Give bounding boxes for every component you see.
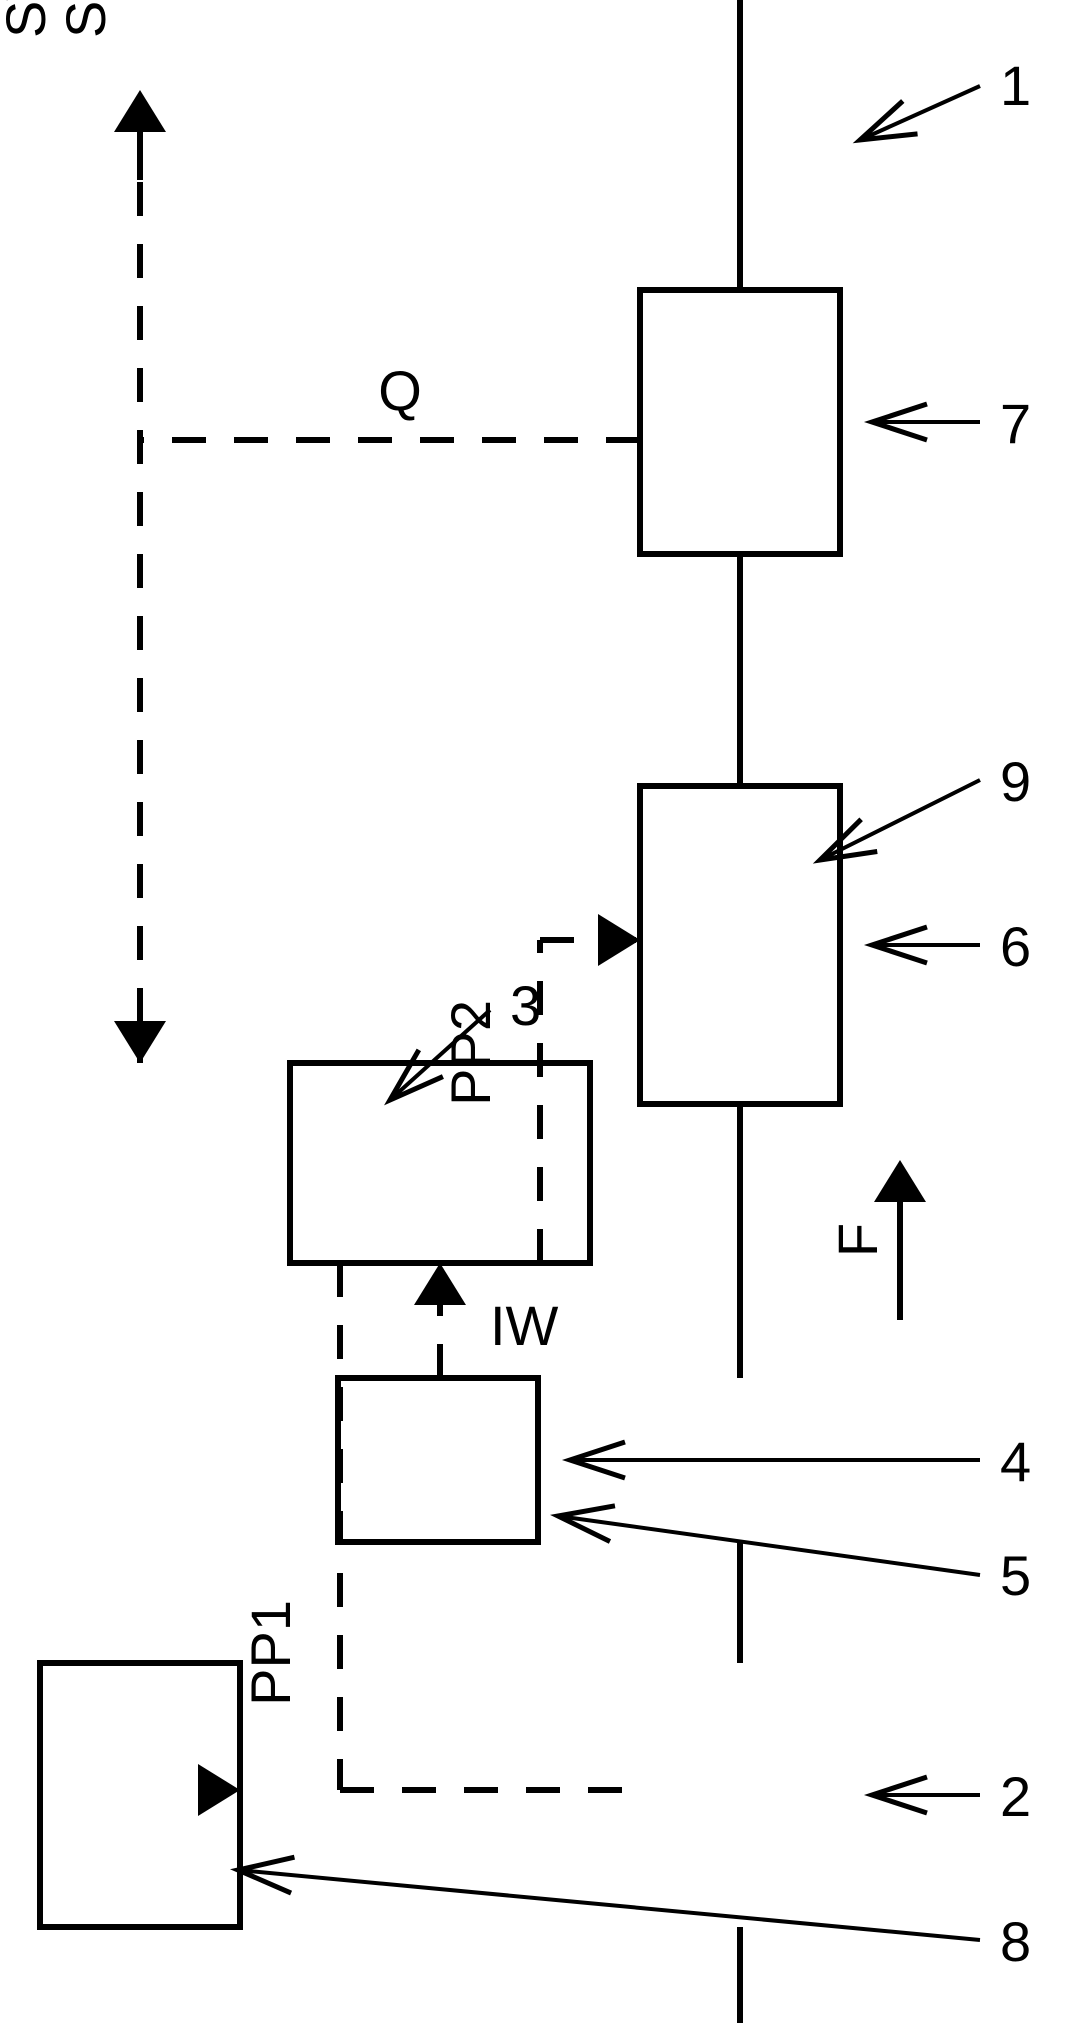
n4: 4 xyxy=(1000,1430,1031,1493)
callout-8 xyxy=(238,1870,980,1940)
SQ: SQ xyxy=(54,0,117,38)
n8: 8 xyxy=(1000,1910,1031,1973)
block-5 xyxy=(338,1378,538,1542)
PP1: PP1 xyxy=(239,1600,302,1706)
SW: SW xyxy=(0,0,57,38)
IW: IW xyxy=(490,1294,559,1357)
PP2: PP2 xyxy=(439,1000,502,1106)
Q: Q xyxy=(378,359,422,422)
block-9 xyxy=(640,786,840,1104)
callout-5 xyxy=(558,1516,980,1575)
n6: 6 xyxy=(1000,915,1031,978)
n2: 2 xyxy=(1000,1765,1031,1828)
n3: 3 xyxy=(510,974,541,1037)
callout-1 xyxy=(860,86,980,140)
callout-9 xyxy=(820,780,980,860)
n9: 9 xyxy=(1000,750,1031,813)
n5: 5 xyxy=(1000,1544,1031,1607)
n7: 7 xyxy=(1000,392,1031,455)
n1: 1 xyxy=(1000,54,1031,117)
block-diagram: SWSQ Q PP2 PP1 IW F 1 7 9 6 4 5 2 8 3 xyxy=(0,0,1078,2023)
block-7 xyxy=(640,290,840,554)
F: F xyxy=(826,1223,889,1257)
